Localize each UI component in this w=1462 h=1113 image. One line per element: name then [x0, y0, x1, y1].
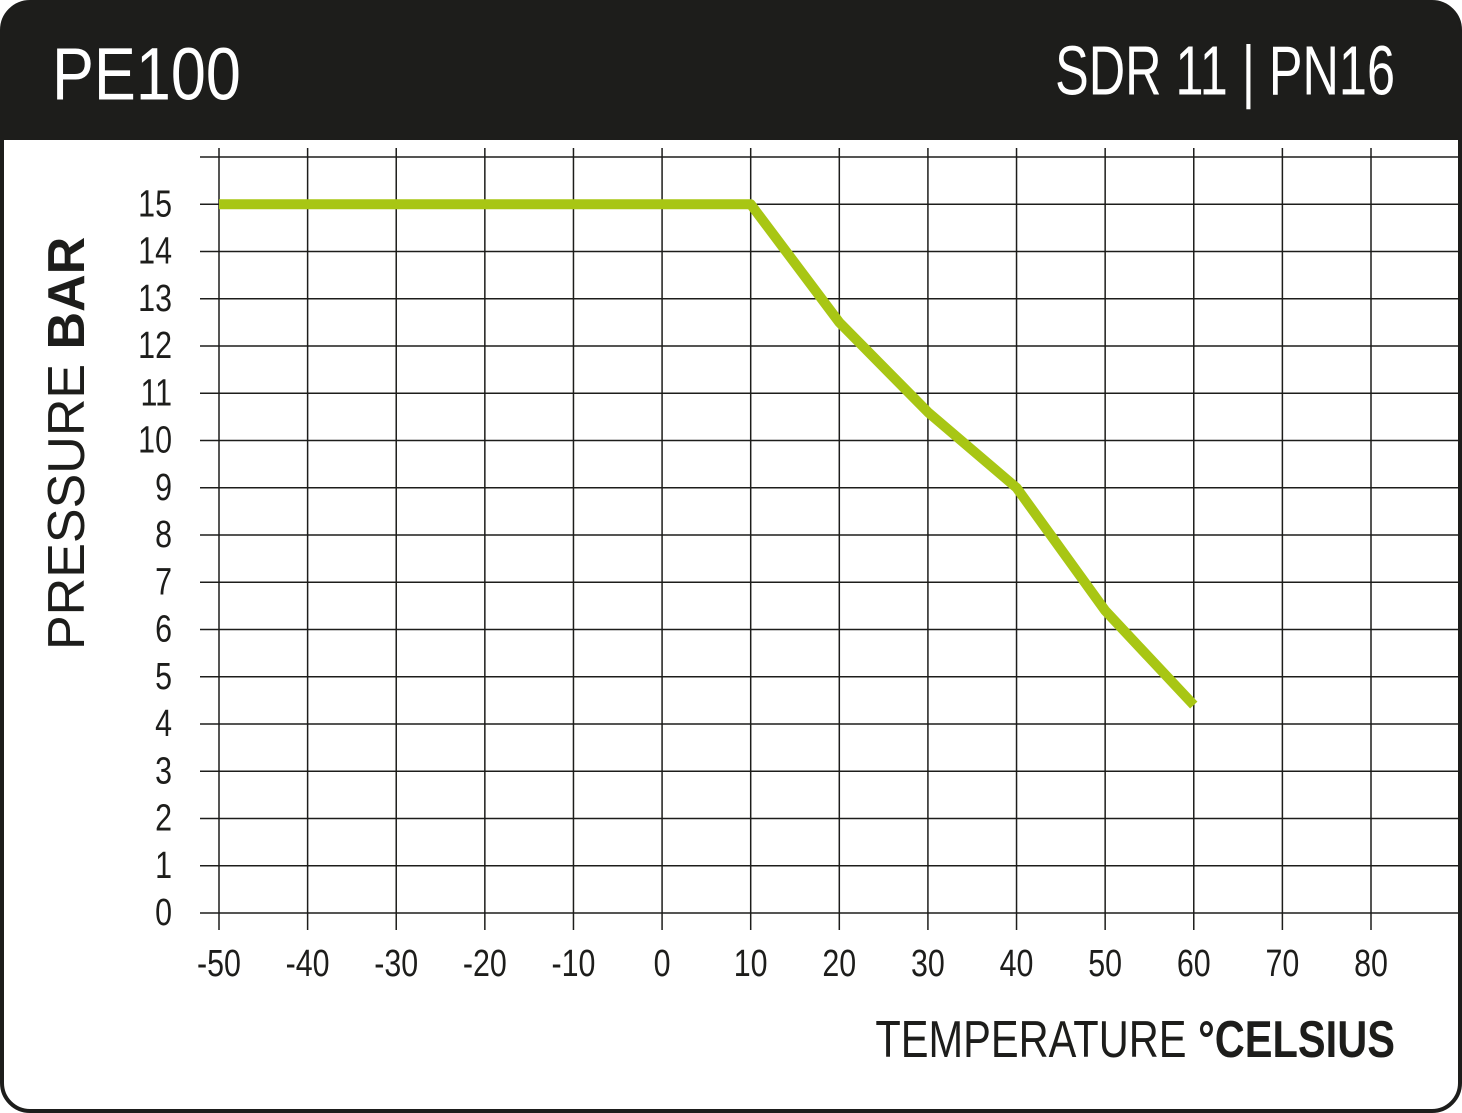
- y-tick-label: 5: [155, 656, 172, 698]
- data-line: [219, 199, 1198, 709]
- header-band: [2, 2, 1460, 140]
- y-axis-label-light: PRESSURE: [38, 364, 96, 650]
- x-tick-label: 40: [1000, 943, 1034, 985]
- y-tick-label: 4: [155, 703, 172, 745]
- y-tick-label: 6: [155, 608, 172, 650]
- chart-subtitle: SDR 11 | PN16: [1055, 31, 1395, 109]
- y-tick-label: 11: [140, 372, 172, 414]
- x-tick-label: -40: [286, 943, 330, 985]
- y-tick-label: 1: [155, 845, 172, 887]
- x-tick-label: 30: [911, 943, 945, 985]
- x-tick-label: -30: [374, 943, 418, 985]
- y-tick-label: 13: [138, 278, 172, 320]
- x-tick-label: -20: [463, 943, 507, 985]
- x-tick-label: 50: [1088, 943, 1122, 985]
- x-axis-label: TEMPERATURE °CELSIUS: [875, 1010, 1395, 1069]
- y-tick-label: 14: [138, 230, 172, 272]
- y-tick-label: 7: [155, 561, 172, 603]
- y-tick-label: 10: [138, 419, 172, 461]
- x-tick-label: -50: [197, 943, 241, 985]
- y-tick-label: 9: [155, 467, 172, 509]
- y-tick-label: 12: [138, 325, 172, 367]
- y-axis-label: PRESSURE BAR: [38, 237, 96, 650]
- x-tick-label: 70: [1265, 943, 1299, 985]
- x-tick-label: 20: [822, 943, 856, 985]
- x-tick-label: -10: [551, 943, 595, 985]
- y-axis-label-bold: BAR: [38, 237, 96, 350]
- y-tick-label: 2: [155, 797, 172, 839]
- x-tick-label: 10: [734, 943, 768, 985]
- chart-title: PE100: [52, 33, 241, 116]
- x-tick-label: 80: [1354, 943, 1388, 985]
- x-tick-label: 0: [654, 943, 671, 985]
- x-tick-label: 60: [1177, 943, 1211, 985]
- y-tick-label: 8: [155, 514, 172, 556]
- y-tick-label: 15: [138, 183, 172, 225]
- y-tick-label: 0: [155, 892, 172, 934]
- x-axis-label-bold: °CELSIUS: [1198, 1010, 1395, 1069]
- x-axis-label-light: TEMPERATURE: [875, 1010, 1186, 1069]
- y-tick-label: 3: [155, 750, 172, 792]
